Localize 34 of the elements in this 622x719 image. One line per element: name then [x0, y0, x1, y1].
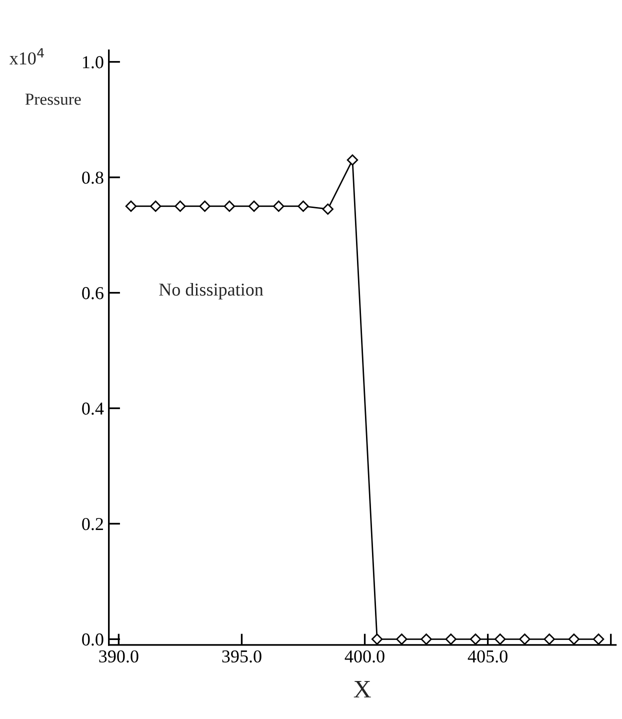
point: [592, 634, 604, 645]
x-tick-label: 390.0: [99, 650, 138, 663]
point: [298, 200, 309, 212]
point: [224, 200, 236, 212]
y-tick-label: 0.8: [82, 172, 104, 184]
x-axis-title: X: [354, 681, 371, 698]
point: [371, 634, 383, 645]
y-tick-label: 0.2: [82, 518, 103, 530]
y-axis-title: Pressure: [25, 94, 81, 105]
point: [396, 634, 408, 645]
point: [125, 200, 137, 212]
text: x10$^{4}$: [9, 48, 44, 65]
y-tick-label: 0.0: [82, 633, 104, 646]
point: [519, 634, 530, 645]
point: [174, 200, 186, 212]
y-tick-label: 0.4: [82, 402, 104, 415]
point: [420, 634, 432, 645]
x-tick-label: 395.0: [222, 650, 262, 663]
point: [544, 634, 555, 645]
point: [445, 634, 457, 645]
point: [150, 200, 162, 212]
point: [322, 203, 334, 215]
x-tick-label: 405.0: [468, 650, 508, 663]
point: [470, 634, 482, 645]
point: [199, 200, 210, 212]
point: [248, 200, 260, 212]
annotation: No dissipation: [159, 283, 264, 300]
point: [346, 154, 358, 166]
y-tick-label: 1.0: [83, 56, 104, 68]
x-tick-label: 400.0: [344, 650, 384, 663]
point: [273, 200, 284, 212]
y-tick-label: 0.6: [82, 287, 104, 300]
point: [494, 634, 506, 645]
point: [568, 634, 580, 645]
